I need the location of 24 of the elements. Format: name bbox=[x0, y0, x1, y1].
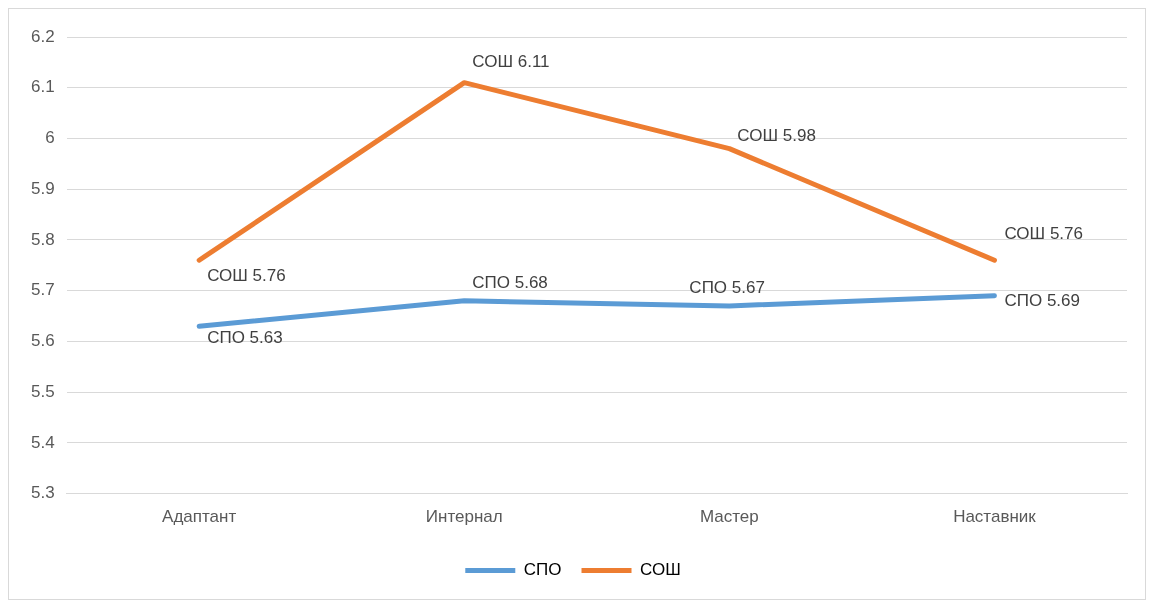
y-tick-label: 5.5 bbox=[30, 381, 55, 401]
legend-label: СОШ bbox=[640, 560, 681, 580]
y-tick-label: 6.1 bbox=[30, 77, 55, 97]
y-tick-label: 6 bbox=[45, 128, 55, 148]
y-tick-label: 5.7 bbox=[30, 280, 55, 300]
data-label: СОШ 6.11 bbox=[472, 52, 550, 72]
data-label: СПО 5.68 bbox=[472, 272, 548, 292]
y-tick-label: 6.2 bbox=[30, 26, 55, 46]
x-tick-label: Адаптант bbox=[162, 507, 237, 527]
y-tick-label: 5.3 bbox=[30, 483, 55, 503]
data-label: СПО 5.67 bbox=[689, 277, 765, 297]
x-tick-label: Мастер bbox=[699, 507, 759, 527]
y-tick-label: 5.6 bbox=[30, 331, 55, 351]
y-tick-label: 5.9 bbox=[30, 178, 55, 198]
x-tick-label: Наставник bbox=[953, 507, 1037, 527]
data-label: СОШ 5.76 bbox=[207, 265, 286, 285]
data-label: СПО 5.69 bbox=[1004, 291, 1080, 311]
data-label: СПО 5.63 bbox=[207, 327, 283, 347]
x-tick-label: Интернал bbox=[425, 507, 503, 527]
legend-label: СПО bbox=[523, 560, 562, 580]
y-tick-label: 5.4 bbox=[30, 432, 55, 452]
data-label: СОШ 5.98 bbox=[737, 126, 816, 146]
data-label: СОШ 5.76 bbox=[1004, 223, 1083, 243]
y-tick-label: 5.8 bbox=[30, 229, 55, 249]
